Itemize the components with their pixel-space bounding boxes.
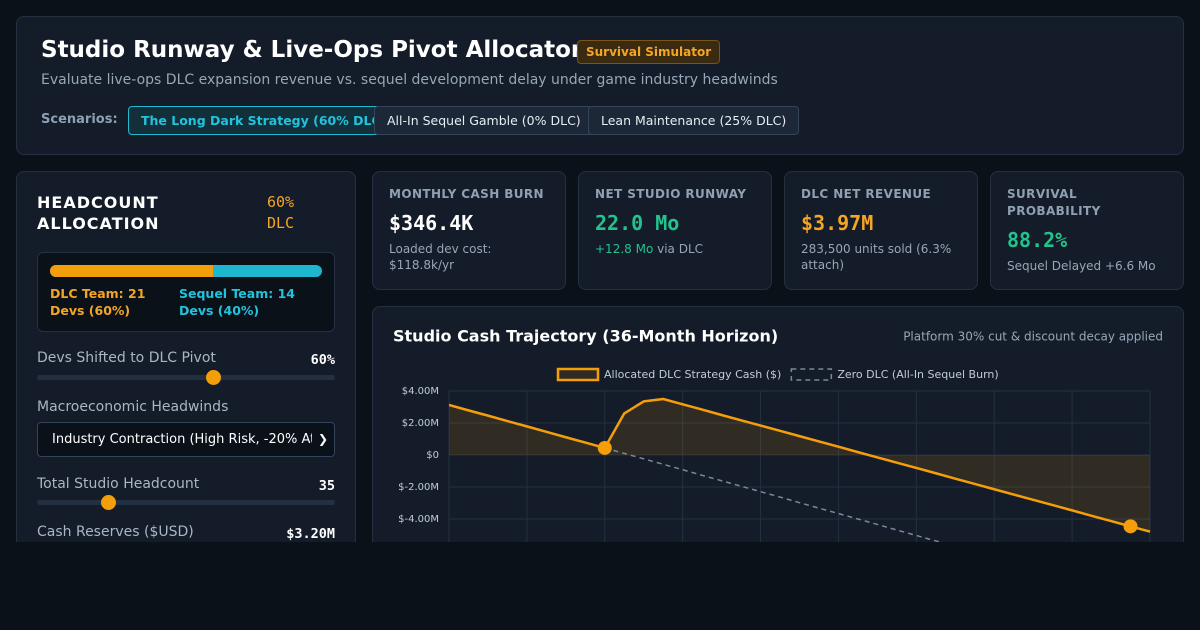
kpi-card: SURVIVAL PROBABILITY 88.2% Sequel Delaye… [990, 171, 1184, 290]
subtitle: Evaluate live-ops DLC expansion revenue … [41, 72, 778, 88]
y-tick-label: $-2.00M [398, 482, 439, 493]
scenarios-label: Scenarios: [41, 112, 118, 127]
control-label: Devs Shifted to DLC Pivot [37, 350, 216, 366]
kpi-highlight: +12.8 Mo [595, 242, 654, 256]
kpi-card: NET STUDIO RUNWAY 22.0 Mo +12.8 Mo via D… [578, 171, 772, 290]
scenario-button[interactable]: The Long Dark Strategy (60% DLC) [128, 106, 400, 135]
chart: Studio Cash Trajectory (36-Month Horizon… [393, 327, 1163, 542]
badge: Survival Simulator [577, 40, 721, 64]
kpi-card: MONTHLY CASH BURN $346.4K Loaded dev cos… [372, 171, 566, 290]
y-tick-label: $4.00M [402, 386, 439, 397]
control-label: Macroeconomic Headwinds [37, 399, 229, 415]
chart-panel: Studio Cash Trajectory (36-Month Horizon… [372, 306, 1184, 542]
kpi-label: SURVIVAL PROBABILITY [1007, 187, 1101, 218]
series-line [604, 447, 943, 542]
kpi-note: Sequel Delayed +6.6 Mo [1007, 259, 1156, 273]
dlc-bar [50, 265, 214, 277]
viewport: Studio Runway & Live-Ops Pivot Allocator… [16, 16, 1184, 542]
chart-title: Studio Cash Trajectory (36-Month Horizon… [393, 327, 778, 346]
kpi-label: DLC NET REVENUE [801, 187, 932, 201]
kpi-value: $3.97M [801, 211, 874, 235]
sidebar: HEADCOUNT ALLOCATION 60% DLC DLC Team: 2… [16, 171, 356, 542]
kpi-note: via DLC [653, 242, 704, 256]
slider-thumb[interactable] [206, 370, 221, 385]
slider-thumb[interactable] [101, 495, 116, 510]
kpi-label: MONTHLY CASH BURN [389, 187, 544, 201]
split-bar [50, 265, 322, 277]
select[interactable]: Industry Contraction (High Risk, -20% At… [37, 422, 335, 457]
kpi-value: 88.2% [1007, 228, 1068, 252]
kpi-note: Loaded dev cost: $118.8k/yr [389, 242, 492, 272]
title: Studio Runway & Live-Ops Pivot Allocator [41, 37, 583, 63]
kpi-value: 22.0 Mo [595, 211, 680, 235]
plot [449, 397, 1151, 542]
legend-swatch [556, 367, 600, 382]
sidebar-title: HEADCOUNT ALLOCATION [37, 193, 160, 233]
sequel-team: Sequel Team: 14 Devs (40%) [179, 286, 295, 318]
kpi-note: 283,500 units sold (6.3% attach) [801, 242, 952, 272]
control-label: Total Studio Headcount [37, 476, 200, 492]
scenario-button[interactable]: All-In Sequel Gamble (0% DLC) [374, 106, 594, 135]
share-label: 60% DLC [267, 193, 295, 232]
legend-label: Allocated DLC Strategy Cash ($) [604, 368, 781, 381]
y-tick-label: $-4.00M [398, 514, 439, 525]
select-value: Industry Contraction (High Risk, -20% At… [52, 432, 312, 447]
highlight-point [1123, 519, 1138, 534]
series-line [449, 397, 1151, 533]
highlight-point [597, 440, 612, 455]
area-fill [449, 399, 1150, 532]
control-label: Cash Reserves ($USD) [37, 524, 194, 540]
y-tick-label: $0 [426, 450, 439, 461]
dlc-team: DLC Team: 21 Devs (60%) [50, 286, 146, 318]
legend-swatch [790, 368, 833, 381]
kpi-value: $346.4K [389, 211, 474, 235]
slider[interactable] [37, 370, 335, 385]
legend-label: Zero DLC (All-In Sequel Burn) [837, 368, 998, 381]
chart-subtitle: Platform 30% cut & discount decay applie… [903, 330, 1163, 344]
control-value: $3.20M [286, 526, 335, 542]
slider[interactable] [37, 495, 335, 510]
kpi-card: DLC NET REVENUE $3.97M 283,500 units sol… [784, 171, 978, 290]
kpi-label: NET STUDIO RUNWAY [595, 187, 747, 201]
control-value: 60% [310, 352, 335, 368]
header: Studio Runway & Live-Ops Pivot Allocator… [16, 16, 1184, 155]
scenario-button[interactable]: Lean Maintenance (25% DLC) [588, 106, 800, 135]
y-tick-label: $2.00M [402, 418, 439, 429]
team-box: DLC Team: 21 Devs (60%) Sequel Team: 14 … [37, 252, 335, 332]
control-value: 35 [318, 478, 335, 494]
